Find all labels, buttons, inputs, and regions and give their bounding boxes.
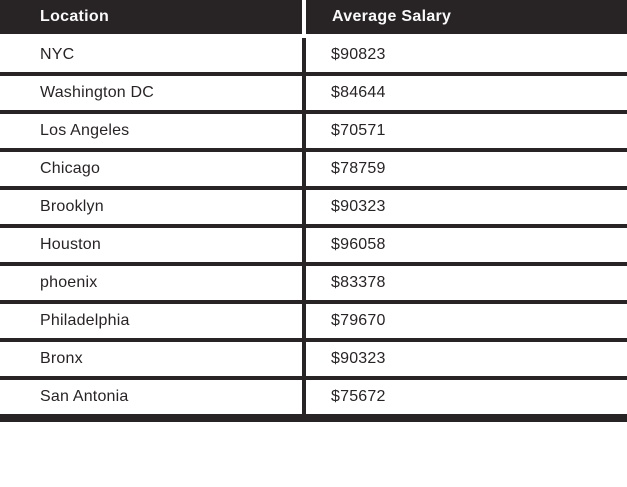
table-row: phoenix $83378	[0, 262, 627, 304]
table-row: Washington DC $84644	[0, 72, 627, 114]
location-cell: Chicago	[0, 148, 306, 190]
salary-cell: $90323	[302, 186, 627, 228]
location-cell: Los Angeles	[0, 110, 306, 152]
location-cell: San Antonia	[0, 376, 306, 422]
salary-cell: $70571	[302, 110, 627, 152]
header-row: Location Average Salary	[0, 0, 627, 38]
table-row: San Antonia $75672	[0, 376, 627, 422]
table-row: Bronx $90323	[0, 338, 627, 380]
salary-cell: $79670	[302, 300, 627, 342]
location-cell: Houston	[0, 224, 306, 266]
table-body: NYC $90823 Washington DC $84644 Los Angeles $…	[0, 34, 627, 422]
table-row: NYC $90823	[0, 34, 627, 76]
table-row: Philadelphia $79670	[0, 300, 627, 342]
location-cell: Brooklyn	[0, 186, 306, 228]
salary-cell: $75672	[302, 376, 627, 422]
salary-cell: $96058	[302, 224, 627, 266]
table-row: Houston $96058	[0, 224, 627, 266]
location-cell: NYC	[0, 34, 306, 76]
column-header-average-salary: Average Salary	[302, 0, 627, 38]
table-row: Brooklyn $90323	[0, 186, 627, 228]
location-cell: phoenix	[0, 262, 306, 304]
column-header-location: Location	[0, 0, 306, 38]
salary-cell: $84644	[302, 72, 627, 114]
table-header: Location Average Salary	[0, 0, 627, 38]
table-row: Chicago $78759	[0, 148, 627, 190]
salary-cell: $83378	[302, 262, 627, 304]
salary-cell: $90323	[302, 338, 627, 380]
salary-cell: $78759	[302, 148, 627, 190]
salary-cell: $90823	[302, 34, 627, 76]
location-cell: Bronx	[0, 338, 306, 380]
location-cell: Washington DC	[0, 72, 306, 114]
salary-table: Location Average Salary NYC $90823 Washing…	[0, 0, 627, 422]
table-row: Los Angeles $70571	[0, 110, 627, 152]
location-cell: Philadelphia	[0, 300, 306, 342]
